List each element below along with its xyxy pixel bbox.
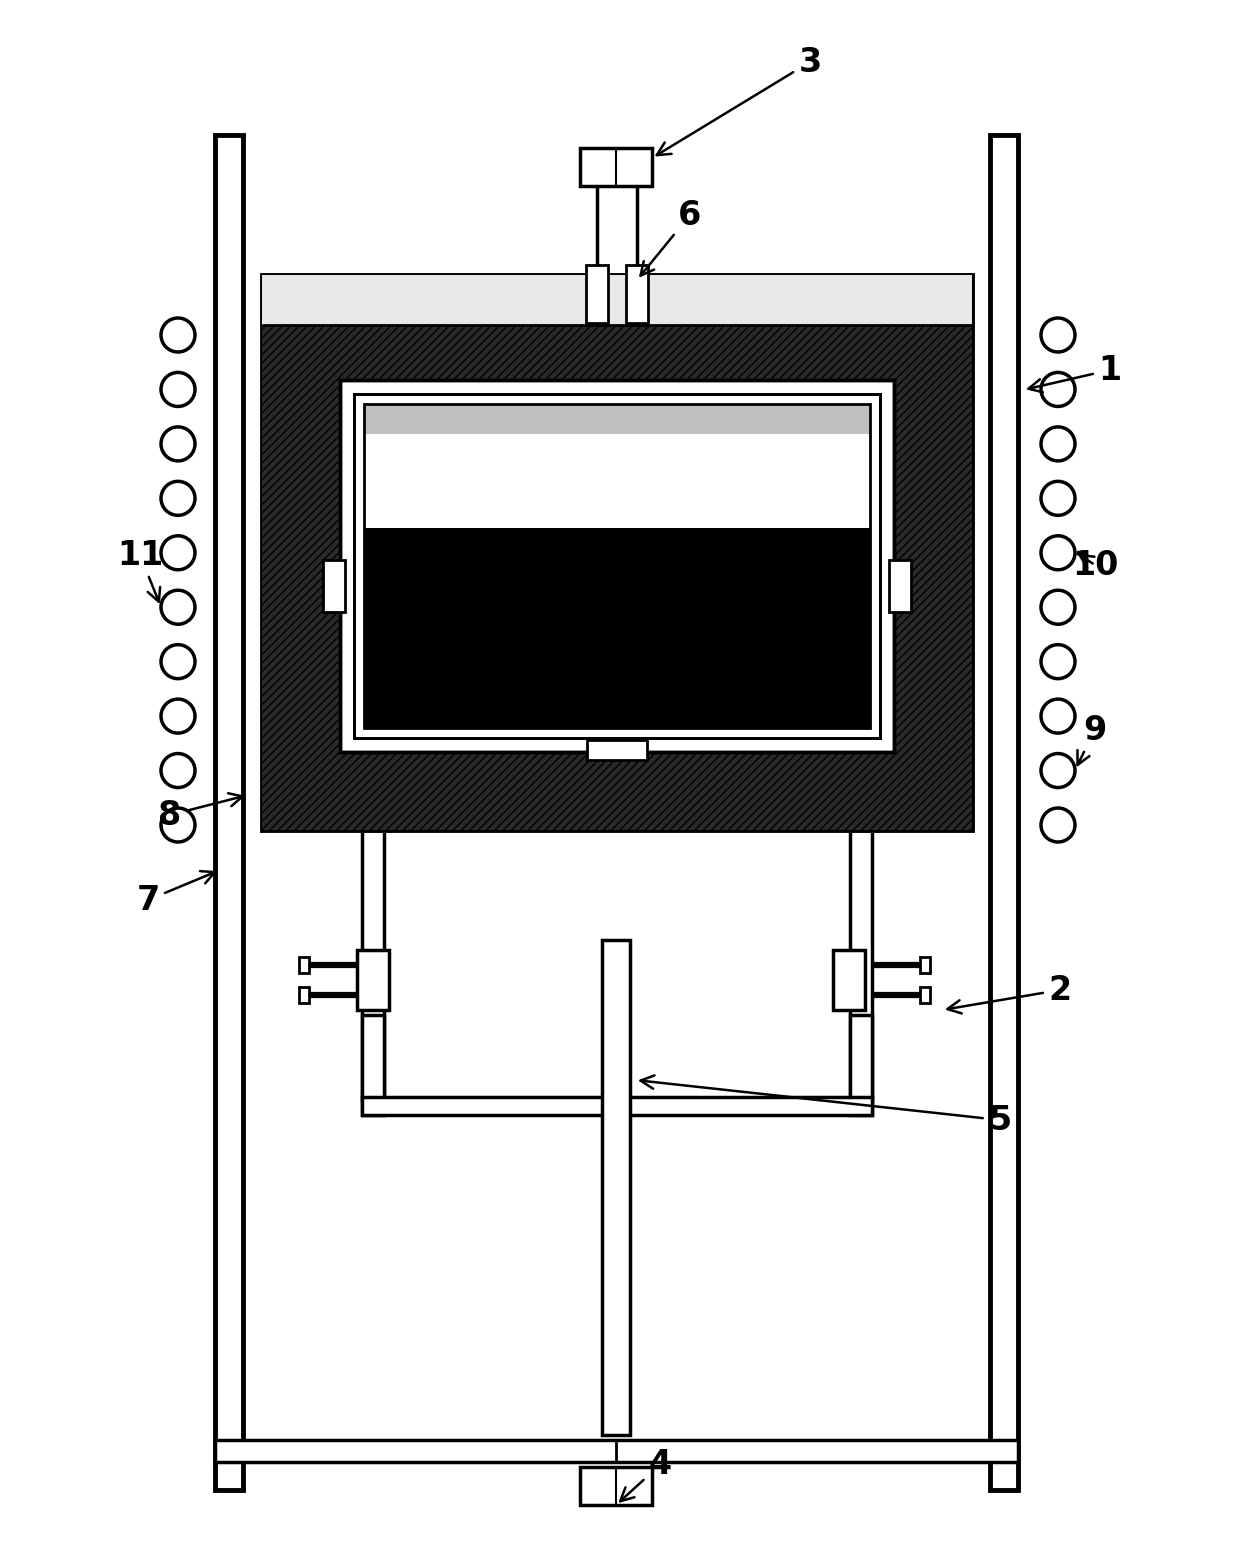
Bar [626, 265, 649, 324]
Circle shape [1042, 754, 1075, 787]
Bar [849, 831, 872, 1100]
Bar [587, 265, 608, 324]
Bar [353, 394, 880, 738]
Text: 9: 9 [1078, 713, 1106, 764]
Bar [299, 957, 309, 972]
Bar [889, 559, 911, 612]
Circle shape [1042, 807, 1075, 841]
Bar [322, 559, 345, 612]
Circle shape [1042, 590, 1075, 624]
Bar [357, 949, 389, 1009]
Text: 1: 1 [1028, 353, 1121, 393]
Bar [990, 136, 1018, 1490]
Bar [601, 940, 630, 1435]
Bar [340, 381, 894, 752]
Circle shape [1042, 373, 1075, 407]
Bar [580, 148, 652, 186]
Circle shape [1042, 536, 1075, 570]
Bar [353, 394, 880, 738]
Circle shape [1042, 317, 1075, 351]
Circle shape [161, 590, 195, 624]
Bar [262, 274, 972, 325]
Text: 8: 8 [159, 794, 243, 832]
Circle shape [161, 481, 195, 515]
Circle shape [161, 700, 195, 734]
Circle shape [1042, 644, 1075, 678]
Bar [215, 136, 243, 1490]
Bar [365, 404, 870, 529]
Bar [262, 274, 972, 831]
Bar [920, 957, 930, 972]
Bar [340, 381, 894, 752]
Text: 3: 3 [657, 46, 822, 156]
Bar [262, 381, 340, 752]
Text: 11: 11 [117, 538, 164, 603]
Circle shape [161, 644, 195, 678]
Bar [580, 1467, 652, 1506]
Text: 4: 4 [620, 1449, 672, 1501]
Circle shape [161, 754, 195, 787]
Circle shape [161, 317, 195, 351]
Bar [362, 1016, 384, 1116]
Bar [365, 529, 870, 727]
Bar [849, 1016, 872, 1116]
Circle shape [1042, 427, 1075, 461]
Text: 10: 10 [1071, 549, 1118, 581]
Circle shape [161, 427, 195, 461]
Text: 6: 6 [641, 199, 702, 276]
Circle shape [161, 807, 195, 841]
Text: 2: 2 [947, 974, 1071, 1014]
Bar [262, 325, 972, 381]
Circle shape [1042, 481, 1075, 515]
Bar [362, 1097, 872, 1116]
Bar [362, 831, 384, 1100]
Text: 5: 5 [641, 1076, 1012, 1137]
Bar [340, 381, 894, 752]
Circle shape [161, 373, 195, 407]
Bar [587, 740, 647, 760]
Text: 7: 7 [136, 871, 215, 917]
Bar [365, 404, 870, 435]
Bar [365, 404, 870, 727]
Bar [299, 986, 309, 1003]
Circle shape [161, 536, 195, 570]
Bar [215, 1439, 1018, 1462]
Bar [833, 949, 866, 1009]
Bar [920, 986, 930, 1003]
Bar [262, 752, 972, 831]
Circle shape [1042, 700, 1075, 734]
Bar [894, 381, 972, 752]
